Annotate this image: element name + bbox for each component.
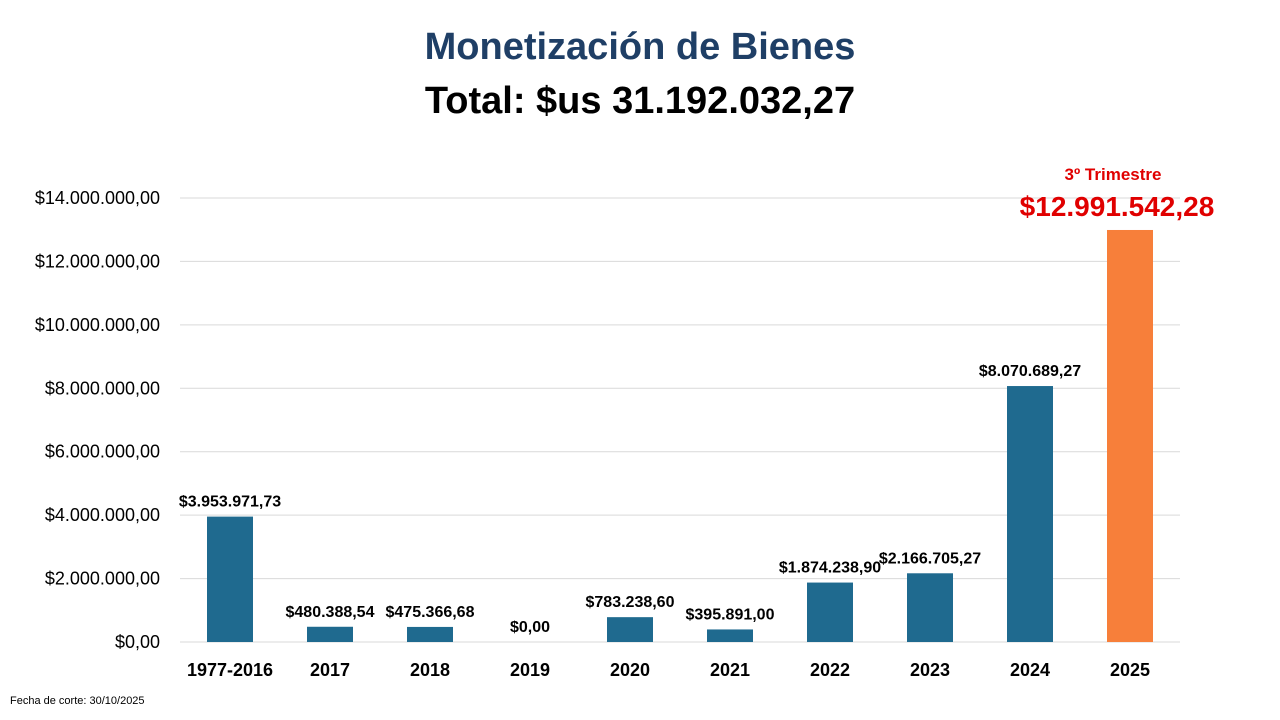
- data-label: $3.953.971,73: [179, 494, 281, 511]
- x-category-label: 2021: [710, 660, 750, 680]
- y-tick-label: $4.000.000,00: [45, 505, 160, 525]
- x-category-label: 2025: [1110, 660, 1150, 680]
- data-labels: $3.953.971,73 $480.388,54 $475.366,68 $0,00…: [179, 165, 1214, 636]
- data-label: $395.891,00: [686, 606, 775, 623]
- y-tick-label: $0,00: [115, 632, 160, 652]
- highlight-data-label: $12.991.542,28: [1020, 191, 1215, 222]
- bar-2021: [707, 629, 753, 642]
- highlight-note: 3º Trimestre: [1065, 165, 1162, 184]
- bar-1977-2016: [207, 516, 253, 642]
- x-category-label: 2020: [610, 660, 650, 680]
- bar-2024: [1007, 386, 1053, 642]
- bar-2017: [307, 626, 353, 642]
- chart-subtitle: Total: $us 31.192.032,27: [424, 80, 856, 122]
- x-category-label: 2022: [810, 660, 850, 680]
- y-tick-label: $6.000.000,00: [45, 442, 160, 462]
- cutoff-date-note: Fecha de corte: 30/10/2025: [10, 695, 145, 707]
- data-label: $783.238,60: [586, 594, 675, 611]
- chart-title: Monetización de Bienes: [424, 26, 856, 68]
- y-axis-ticks: $0,00 $2.000.000,00 $4.000.000,00 $6.000.00…: [35, 188, 160, 652]
- data-label: $1.874.238,90: [779, 560, 881, 577]
- bars: [207, 229, 1153, 642]
- x-category-label: 2017: [310, 660, 350, 680]
- bar-2018: [407, 626, 453, 642]
- y-tick-label: $14.000.000,00: [35, 188, 160, 208]
- x-category-label: 2018: [410, 660, 450, 680]
- bar-2025: [1107, 229, 1153, 642]
- x-category-label: 2023: [910, 660, 950, 680]
- data-label: $480.388,54: [286, 604, 375, 621]
- y-tick-label: $10.000.000,00: [35, 315, 160, 335]
- x-category-label: 1977-2016: [187, 660, 273, 680]
- bar-2020: [607, 617, 653, 642]
- y-tick-label: $12.000.000,00: [35, 251, 160, 271]
- x-axis-categories: 1977-2016 2017 2018 2019 2020 2021 2022 2023 202…: [187, 660, 1150, 680]
- y-tick-label: $2.000.000,00: [45, 569, 160, 589]
- bar-2022: [807, 582, 853, 642]
- data-label: $2.166.705,27: [879, 550, 981, 567]
- data-label: $0,00: [510, 619, 550, 636]
- data-label: $8.070.689,27: [979, 363, 1081, 380]
- x-category-label: 2019: [510, 660, 550, 680]
- data-label: $475.366,68: [386, 604, 475, 621]
- bar-2023: [907, 573, 953, 642]
- y-tick-label: $8.000.000,00: [45, 378, 160, 398]
- x-category-label: 2024: [1010, 660, 1050, 680]
